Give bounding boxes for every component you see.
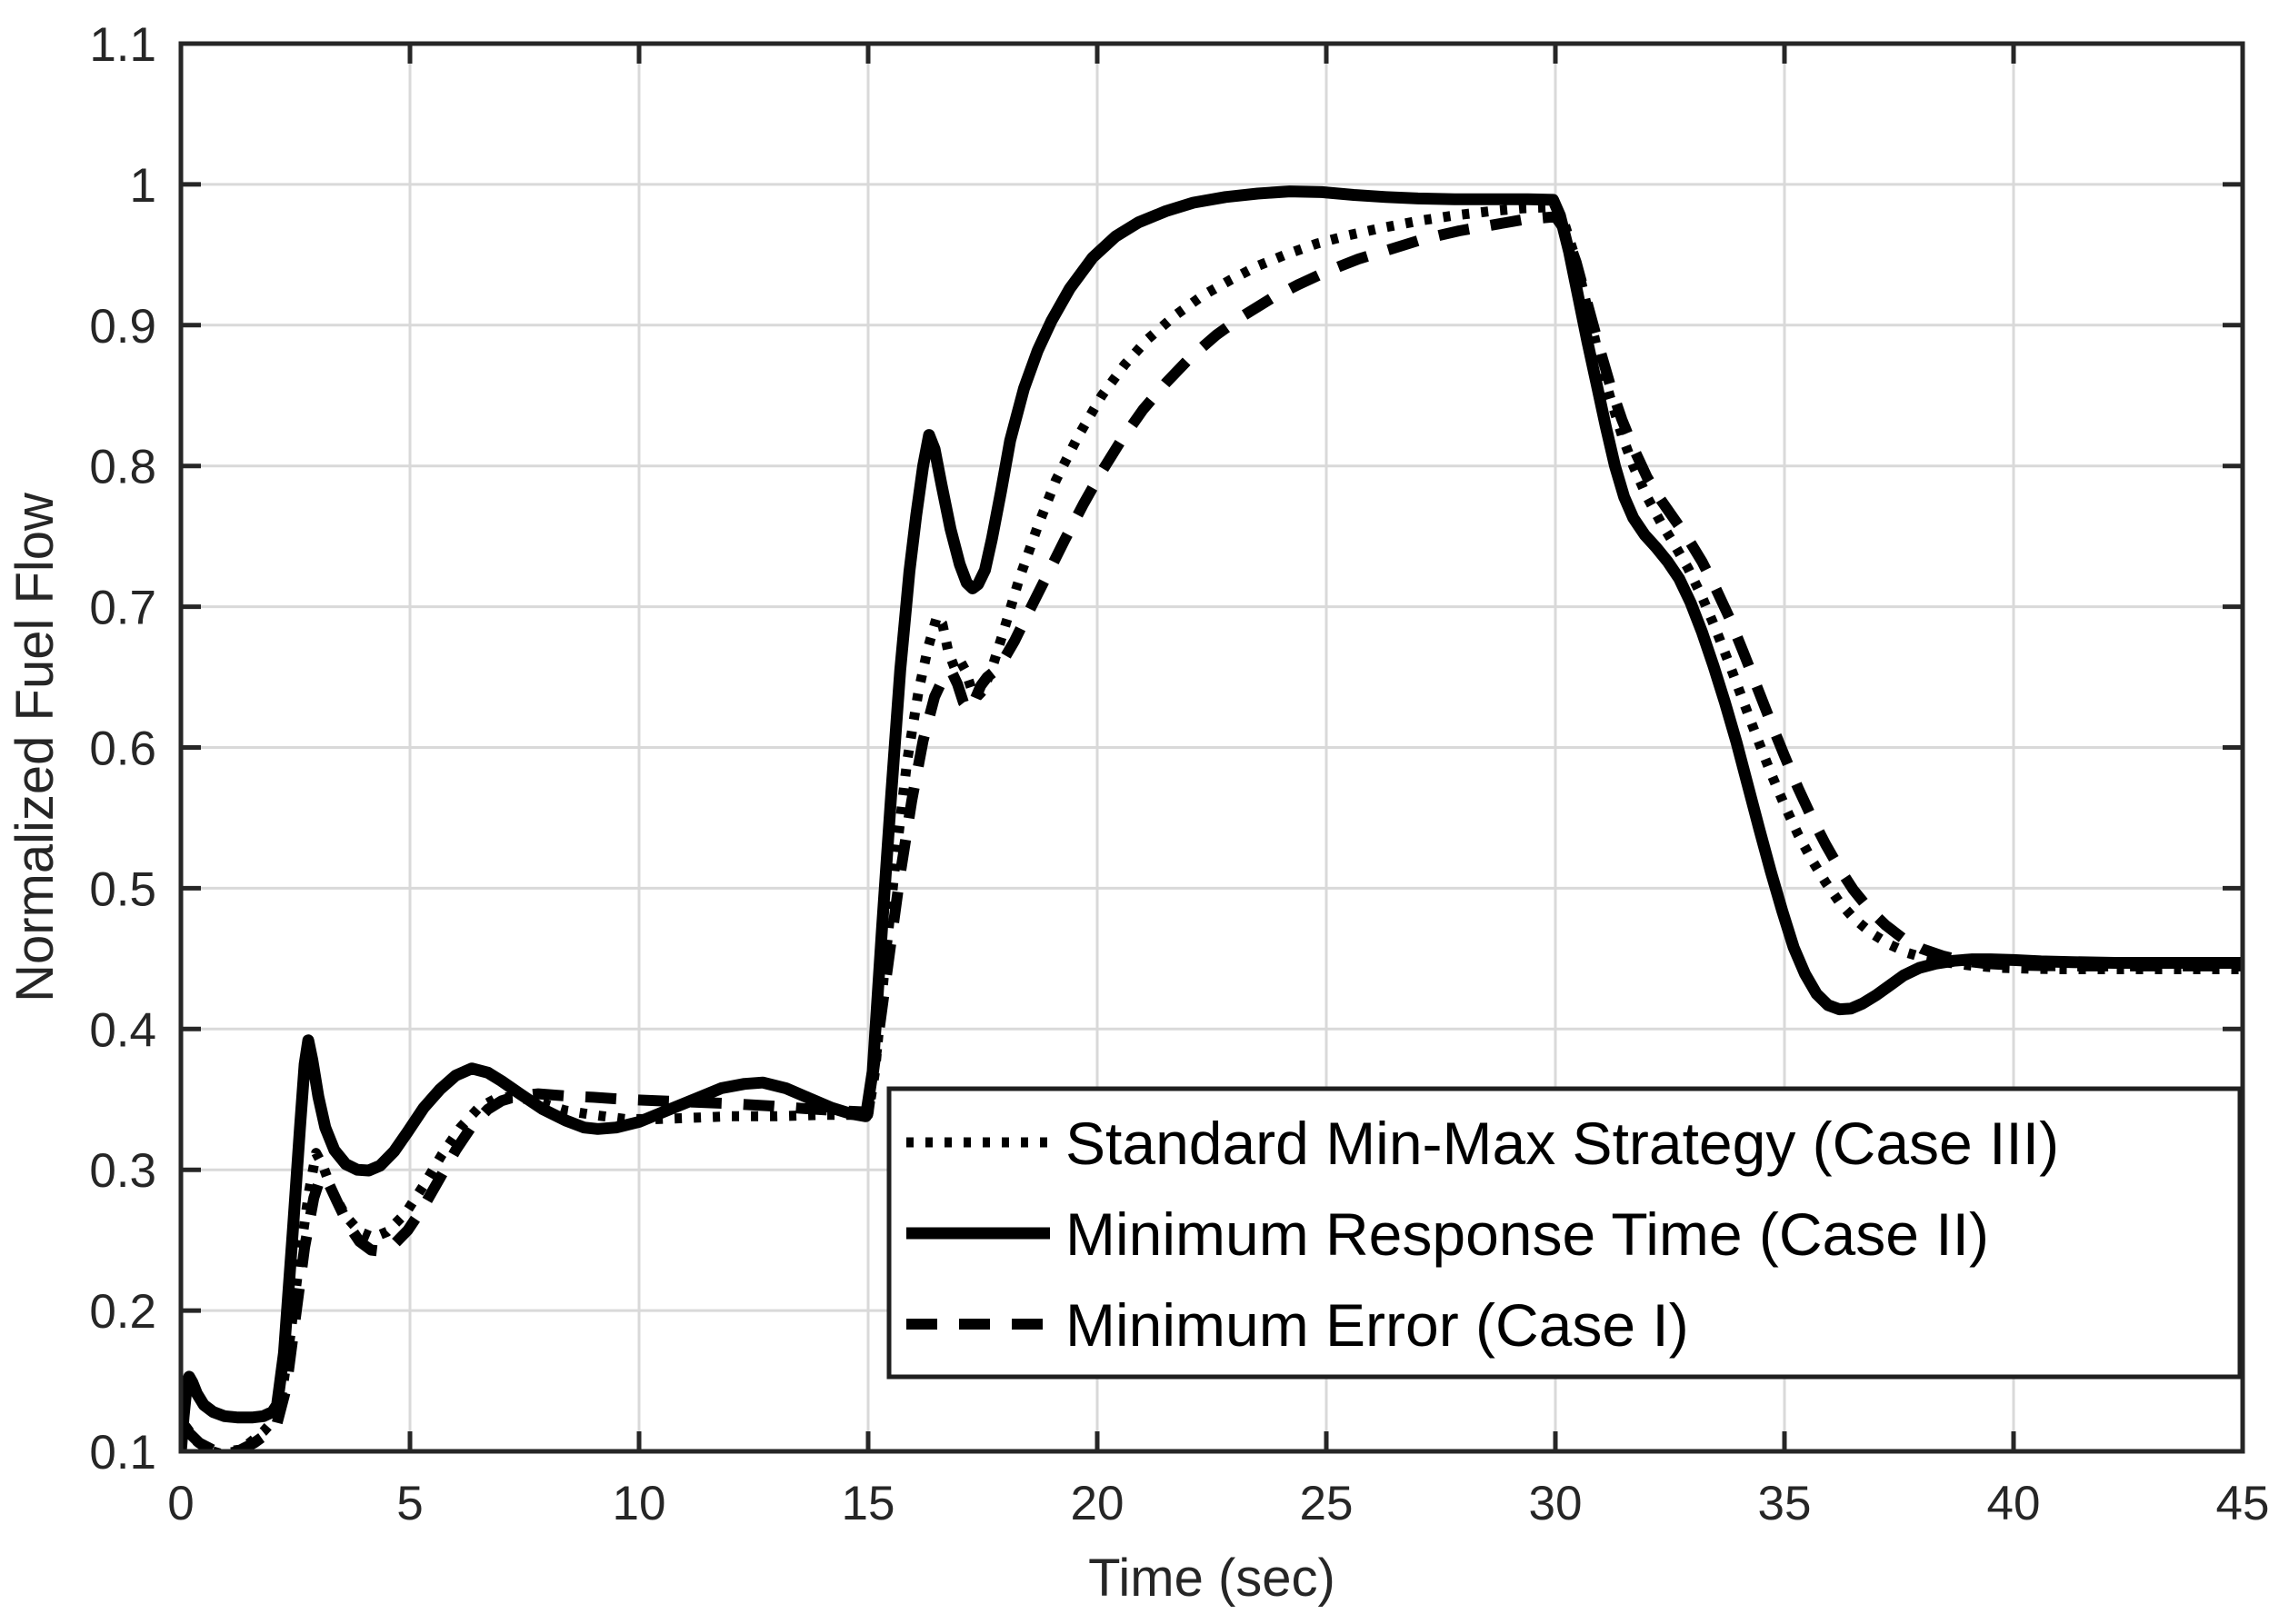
x-tick-label: 20	[1071, 1477, 1125, 1530]
series-group	[181, 185, 2243, 1451]
legend-item-label: Minimum Error (Case I)	[1065, 1291, 1689, 1359]
y-tick-label: 0.2	[89, 1285, 156, 1339]
y-tick-label: 0.9	[89, 300, 156, 354]
legend-box	[886, 1086, 2243, 1380]
gridlines	[181, 44, 2243, 1451]
y-tick-label: 0.6	[89, 722, 156, 776]
tick-marks	[178, 41, 2245, 1454]
x-tick-label: 30	[1529, 1477, 1583, 1530]
x-tick-label: 0	[167, 1477, 194, 1530]
series-minimum-error-case-i	[184, 211, 2243, 1451]
series-standard-min-max-case-iii	[181, 202, 2243, 1451]
x-tick-label: 40	[1987, 1477, 2041, 1530]
x-tick-label: 5	[396, 1477, 423, 1530]
y-tick-label: 0.7	[89, 582, 156, 635]
legend-item-label: Standard Min-Max Strategy (Case III)	[1065, 1110, 2059, 1177]
x-tick-label: 10	[613, 1477, 666, 1530]
y-tick-label: 0.8	[89, 441, 156, 494]
series-minimum-response-time-case-ii	[181, 185, 2243, 1451]
y-tick-label: 0.5	[89, 862, 156, 916]
legend-item-label: Minimum Response Time (Case II)	[1065, 1201, 1989, 1268]
legend: Standard Min-Max Strategy (Case III) Mini…	[886, 1086, 2243, 1380]
legend-item-standard-min-max-case-iii: Standard Min-Max Strategy (Case III)	[906, 1110, 2059, 1177]
x-tick-label: 25	[1300, 1477, 1354, 1530]
x-tick-label: 35	[1758, 1477, 1812, 1530]
x-tick-label: 45	[2216, 1477, 2270, 1530]
y-tick-label: 1.1	[89, 18, 156, 72]
x-tick-label: 15	[842, 1477, 895, 1530]
y-axis-label: Normalized Fuel Flow	[5, 492, 65, 1002]
x-axis-label: Time (sec)	[1088, 1549, 1335, 1608]
y-tick-label: 0.4	[89, 1003, 156, 1057]
y-tick-label: 0.3	[89, 1144, 156, 1198]
legend-item-minimum-response-time-case-ii: Minimum Response Time (Case II)	[906, 1201, 1989, 1268]
y-tick-label: 0.1	[89, 1426, 156, 1480]
legend-item-minimum-error-case-i: Minimum Error (Case I)	[906, 1291, 1689, 1359]
y-tick-label: 1	[130, 159, 156, 213]
